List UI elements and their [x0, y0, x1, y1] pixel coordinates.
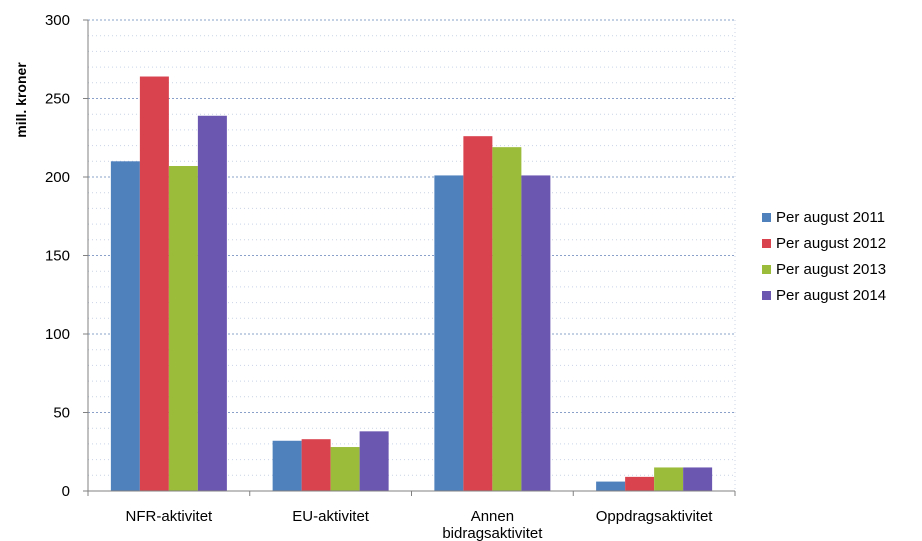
bar [521, 175, 551, 491]
gridlines [88, 19, 736, 491]
legend-label: Per august 2014 [776, 287, 886, 304]
bar [654, 467, 684, 491]
bar [434, 175, 464, 491]
bar [272, 440, 302, 491]
bar [139, 76, 169, 492]
bar [492, 147, 522, 492]
x-category-label: Annen [471, 508, 514, 525]
bar [168, 166, 198, 491]
y-tick-label: 300 [45, 12, 70, 29]
legend-swatch [762, 239, 771, 248]
y-tick-label: 200 [45, 169, 70, 186]
legend-label: Per august 2013 [776, 261, 886, 278]
legend: Per august 2011 Per august 2012 Per august… [762, 209, 886, 304]
bar [683, 467, 713, 491]
x-category-label: bidragsaktivitet [442, 525, 543, 541]
legend-swatch [762, 213, 771, 222]
y-tick-label: 100 [45, 326, 70, 343]
bar [330, 447, 360, 491]
x-category-label: EU-aktivitet [292, 508, 370, 525]
bar [463, 136, 493, 491]
bar [359, 431, 389, 491]
y-tick-label: 0 [62, 483, 70, 500]
y-tick-label: 150 [45, 248, 70, 265]
legend-label: Per august 2012 [776, 235, 886, 252]
y-tick-label: 50 [53, 405, 70, 422]
x-category-label: Oppdragsaktivitet [596, 508, 714, 525]
bar [625, 476, 655, 491]
legend-label: Per august 2011 [776, 209, 885, 226]
y-tick-label: 250 [45, 91, 70, 108]
bar [197, 115, 227, 492]
legend-swatch [762, 291, 771, 300]
y-axis-title: mill. kroner [13, 62, 29, 138]
axes: 0 50 100 150 200 250 300 NFR-aktivitet EU-aktivi… [45, 12, 736, 541]
bar [110, 161, 140, 492]
x-category-label: NFR-aktivitet [126, 508, 214, 525]
bar [596, 481, 626, 491]
legend-swatch [762, 265, 771, 274]
bars [110, 76, 713, 492]
bar [301, 439, 331, 491]
